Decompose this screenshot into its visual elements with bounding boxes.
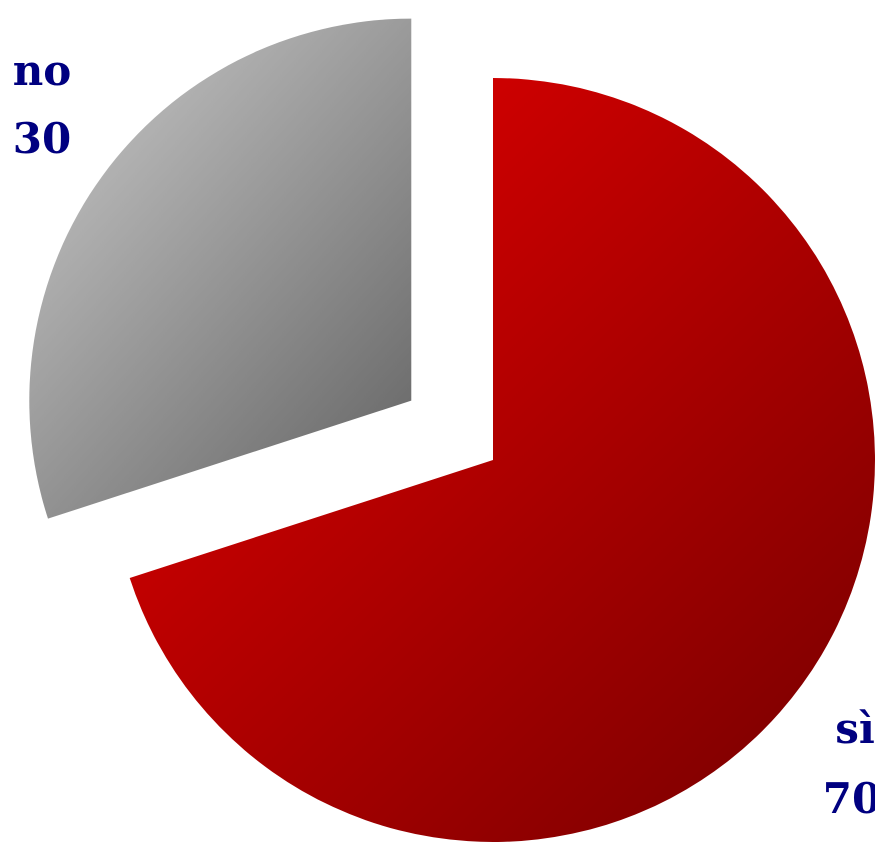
pie-slice-si (129, 78, 875, 842)
slice-value-no: 30 (13, 114, 71, 163)
slice-value-si: 70 (823, 774, 875, 823)
slice-label-si: sì (835, 704, 875, 753)
slice-label-no: no (13, 46, 72, 95)
pie-slice-no (29, 18, 412, 519)
